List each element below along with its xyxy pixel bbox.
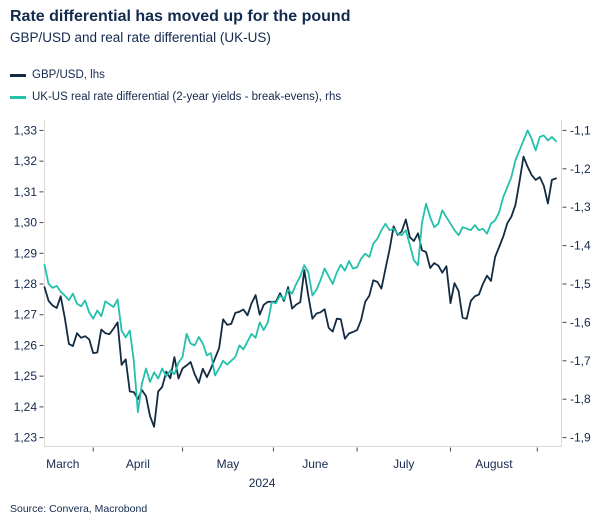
- page-title: Rate differential has moved up for the p…: [10, 8, 351, 25]
- legend-label: UK-US real rate differential (2-year yie…: [32, 91, 342, 103]
- right-axis-tick-label: -1,2: [570, 162, 591, 176]
- right-axis-tick-label: -1,9: [570, 431, 591, 445]
- left-axis-tick-label: 1,31: [14, 185, 38, 199]
- legend-item-rate-differential: UK-US real rate differential (2-year yie…: [10, 86, 341, 108]
- source-note: Source: Convera, Macrobond: [10, 503, 148, 515]
- right-axis-tick-label: -1,5: [570, 277, 591, 291]
- left-axis-tick-label: 1,32: [14, 154, 38, 168]
- left-axis-tick-label: 1,25: [14, 369, 38, 383]
- left-axis-tick-label: 1,29: [14, 246, 38, 260]
- right-axis-tick-label: -1,6: [570, 315, 591, 329]
- right-axis-tick-label: -1,3: [570, 200, 591, 214]
- x-axis-month-label: May: [217, 457, 240, 471]
- x-axis-month-label: April: [126, 457, 150, 471]
- left-axis-tick-label: 1,23: [14, 431, 38, 445]
- legend-swatch-teal: [10, 95, 26, 99]
- legend-label: GBP/USD, lhs: [32, 69, 105, 81]
- left-axis-tick-label: 1,26: [14, 338, 38, 352]
- left-axis-tick-label: 1,24: [14, 400, 38, 414]
- left-axis-tick-label: 1,28: [14, 277, 38, 291]
- legend-swatch-navy: [10, 73, 26, 77]
- chart-subtitle: GBP/USD and real rate differential (UK-U…: [10, 30, 271, 45]
- x-axis-year-label: 2024: [249, 476, 276, 490]
- x-axis-month-label: June: [302, 457, 328, 471]
- x-axis-month-label: July: [393, 457, 414, 471]
- left-axis-tick-label: 1,33: [14, 123, 38, 137]
- right-axis-tick-label: -1,8: [570, 392, 591, 406]
- x-axis-month-label: March: [46, 457, 79, 471]
- x-axis-month-label: August: [475, 457, 513, 471]
- right-axis-tick-label: -1,4: [570, 239, 591, 253]
- right-axis-tick-label: -1,1: [570, 123, 591, 137]
- left-axis-tick-label: 1,27: [14, 308, 38, 322]
- legend: GBP/USD, lhs UK-US real rate differentia…: [10, 64, 341, 108]
- right-axis-tick-label: -1,7: [570, 354, 591, 368]
- left-axis-tick-label: 1,30: [14, 216, 38, 230]
- legend-item-gbpusd: GBP/USD, lhs: [10, 64, 341, 86]
- series-line-gbpusd: [43, 155, 557, 428]
- series-line-rate-differential: [43, 129, 557, 414]
